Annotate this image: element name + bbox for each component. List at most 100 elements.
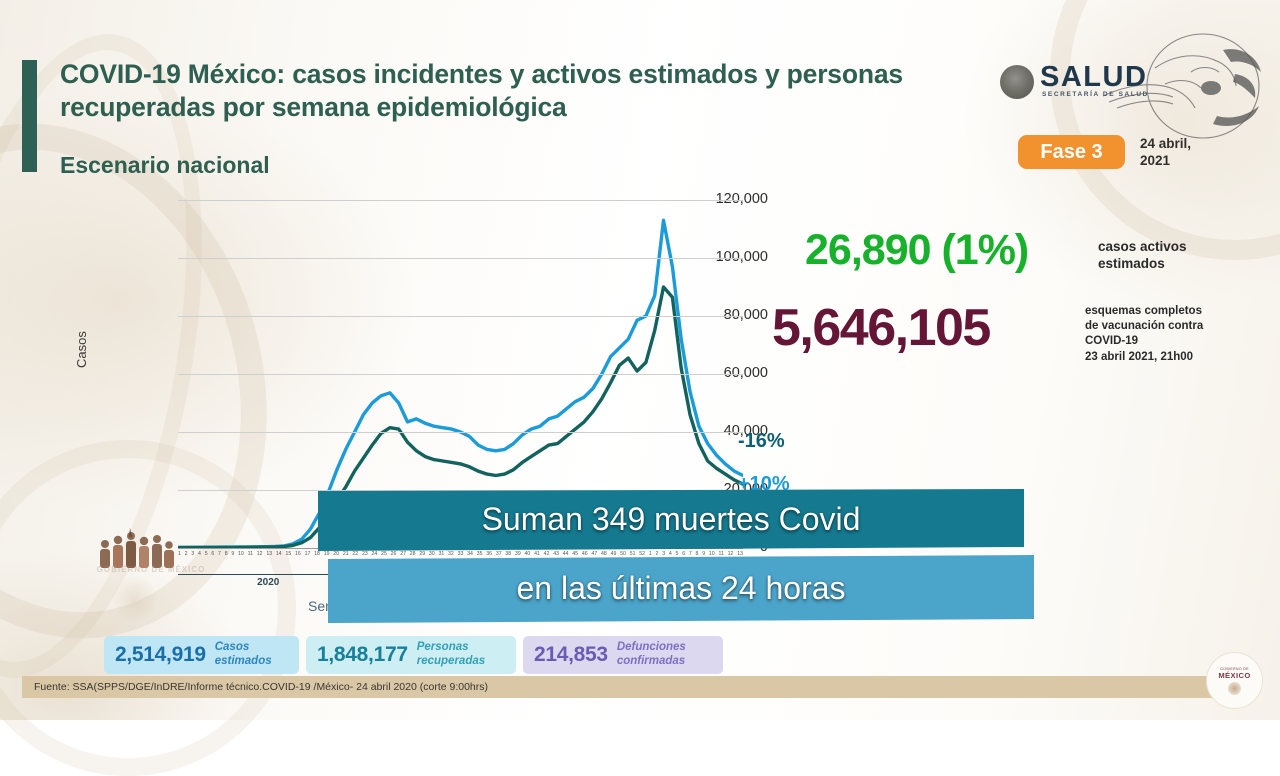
y-axis-tick: 100,000 bbox=[715, 249, 768, 265]
x-axis-tick: 45 bbox=[572, 551, 579, 557]
kpi-active-cases-value: 26,890 (1%) bbox=[805, 226, 1029, 274]
x-axis-tick: 27 bbox=[400, 551, 406, 557]
x-axis-tick: 52 bbox=[639, 551, 646, 557]
x-axis-tick: 2 bbox=[184, 551, 188, 557]
seal-name-text: MÉXICO bbox=[1218, 670, 1251, 680]
stat-label: Casos estimados bbox=[214, 641, 272, 667]
x-axis-tick: 15 bbox=[285, 551, 292, 557]
news-banner-top-band: Suman 349 muertes Covid bbox=[318, 489, 1024, 551]
x-axis-tick: 4 bbox=[198, 551, 201, 557]
gobierno-watermark-seal bbox=[112, 576, 158, 622]
x-axis-ticks: 1 2 3 4 5 6 7 8 9 10 11 12 13 14 15 16 17 18 19 20 21 22 23 24 2… bbox=[178, 551, 743, 564]
x-axis-tick: 1 bbox=[648, 551, 652, 557]
x-axis-tick: 6 bbox=[682, 551, 686, 557]
x-axis-tick: 2 bbox=[655, 551, 659, 557]
y-axis-tick: 80,000 bbox=[723, 307, 768, 323]
x-axis-tick: 8 bbox=[224, 551, 228, 557]
gridline bbox=[178, 200, 743, 201]
x-axis-tick: 35 bbox=[476, 551, 483, 557]
x-axis-tick: 20 bbox=[333, 551, 340, 557]
annotation-increase: +10% bbox=[738, 473, 790, 495]
stat-label: Personas recuperadas bbox=[416, 641, 486, 667]
x-axis-tick: 11 bbox=[247, 551, 253, 557]
report-date: 24 abril, 2021 bbox=[1140, 136, 1192, 169]
footer-source-text: Fuente: SSA(SPPS/DGE/InDRE/Informe técni… bbox=[34, 681, 489, 693]
x-axis-tick: 24 bbox=[371, 551, 378, 557]
x-axis-tick: 41 bbox=[534, 551, 540, 557]
x-axis-tick: 43 bbox=[553, 551, 559, 557]
gobierno-watermark-text: GOBIERNO DE MÉXICO bbox=[96, 565, 206, 574]
x-axis-tick: 46 bbox=[581, 551, 588, 557]
seal-emblem-icon bbox=[1228, 681, 1241, 695]
eagle-emblem-icon bbox=[1095, 28, 1270, 143]
seal-top-text: GOBIERNO DE bbox=[1220, 666, 1249, 671]
news-banner: Suman 349 muertes Covid en las últimas 2… bbox=[318, 489, 1034, 649]
series-line bbox=[176, 285, 745, 550]
x-axis-tick: 3 bbox=[662, 551, 666, 557]
y-axis-tick: 120,000 bbox=[715, 191, 768, 207]
gobierno-de-mexico-seal: GOBIERNO DE MÉXICO bbox=[1206, 652, 1263, 709]
x-axis-tick: 40 bbox=[524, 551, 531, 557]
mexico-seal-icon bbox=[1000, 65, 1034, 99]
chart-plot-area bbox=[176, 200, 745, 550]
x-axis-tick: 5 bbox=[204, 551, 208, 557]
x-axis-tick: 37 bbox=[495, 551, 502, 557]
x-axis-tick: 8 bbox=[695, 551, 699, 557]
stat-card-deaths: 214,853 Defunciones confirmadas bbox=[523, 636, 723, 674]
x-axis-tick: 19 bbox=[323, 551, 330, 557]
x-axis-tick: 38 bbox=[505, 551, 512, 557]
kpi-vaccination-value: 5,646,105 bbox=[772, 299, 991, 357]
y-axis-tick: 40,000 bbox=[723, 423, 768, 439]
x-axis-tick: 9 bbox=[231, 551, 235, 557]
salud-logo-subtitle: SECRETARÍA DE SALUD bbox=[1042, 91, 1149, 98]
x-axis-tick: 21 bbox=[342, 551, 349, 557]
gridline bbox=[178, 316, 743, 317]
x-axis-tick: 50 bbox=[620, 551, 626, 557]
x-axis-tick: 36 bbox=[486, 551, 493, 557]
x-axis-tick: 32 bbox=[448, 551, 454, 557]
gridline bbox=[178, 432, 743, 433]
x-axis-tick: 7 bbox=[218, 551, 221, 557]
footer-bar: Fuente: SSA(SPPS/DGE/InDRE/Informe técni… bbox=[22, 676, 1227, 698]
salud-logo: SALUD SECRETARÍA DE SALUD bbox=[1000, 57, 1175, 109]
y-axis-tick: 60,000 bbox=[723, 365, 768, 381]
year-label: 2020 bbox=[257, 577, 280, 588]
x-axis-tick: 33 bbox=[457, 551, 464, 557]
gridline bbox=[178, 374, 743, 375]
stat-value: 1,848,177 bbox=[317, 643, 408, 666]
x-axis-tick: 39 bbox=[514, 551, 521, 557]
annotation-decline: -16% bbox=[738, 430, 785, 452]
kpi-vaccination-label: esquemas completos de vacunación contra … bbox=[1085, 305, 1204, 363]
x-axis-tick: 4 bbox=[668, 551, 672, 557]
x-axis-tick: 23 bbox=[361, 551, 368, 557]
x-axis-tick: 3 bbox=[191, 551, 195, 557]
gridline bbox=[178, 258, 743, 259]
x-axis-tick: 44 bbox=[562, 551, 569, 557]
news-banner-line-2: en las últimas 24 horas bbox=[516, 569, 846, 606]
x-axis-tick: 6 bbox=[211, 551, 215, 557]
x-axis-tick: 25 bbox=[381, 551, 387, 557]
x-axis-tick: 5 bbox=[675, 551, 679, 557]
x-axis-tick: 51 bbox=[629, 551, 636, 557]
x-axis-tick: 30 bbox=[428, 551, 435, 557]
x-axis-tick: 11 bbox=[718, 551, 724, 557]
x-axis-tick: 13 bbox=[737, 551, 743, 557]
y-axis-label: Casos bbox=[74, 331, 89, 368]
phase-badge: Fase 3 bbox=[1018, 135, 1125, 169]
x-axis-tick: 9 bbox=[702, 551, 706, 557]
news-banner-bottom-band: en las últimas 24 horas bbox=[328, 555, 1034, 623]
x-axis-tick: 16 bbox=[295, 551, 301, 557]
x-axis-tick: 17 bbox=[304, 551, 311, 557]
x-axis-tick: 22 bbox=[352, 551, 359, 557]
news-banner-line-1: Suman 349 muertes Covid bbox=[481, 500, 861, 537]
x-axis-tick: 28 bbox=[409, 551, 416, 557]
x-axis-tick: 42 bbox=[543, 551, 550, 557]
title-accent-bar bbox=[22, 60, 37, 172]
gridline bbox=[178, 490, 743, 491]
x-axis-tick: 14 bbox=[275, 551, 282, 557]
stat-value: 214,853 bbox=[534, 643, 608, 666]
stat-label: Defunciones confirmadas bbox=[616, 641, 686, 667]
x-axis-tick: 18 bbox=[314, 551, 320, 557]
salud-wordmark: SALUD bbox=[1040, 61, 1148, 93]
x-axis-tick: 12 bbox=[727, 551, 734, 557]
